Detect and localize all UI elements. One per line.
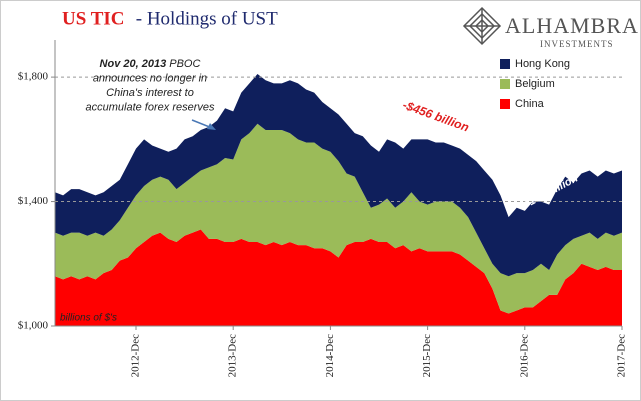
annotation: Nov 20, 2013 PBOC [100, 58, 201, 70]
logo-name: ALHAMBRA [505, 13, 639, 38]
legend-swatch [500, 59, 510, 69]
x-tick-label: 2013-Dec [227, 334, 239, 377]
units-note: billions of $'s [60, 313, 117, 324]
plot-area [55, 74, 622, 326]
area [55, 229, 622, 326]
legend-label: China [515, 98, 545, 110]
x-tick-label: 2017-Dec [616, 334, 628, 377]
chart-title: US TIC [62, 8, 124, 29]
chart-subtitle: - Holdings of UST [131, 8, 278, 29]
x-tick-label: 2016-Dec [518, 334, 530, 377]
area [55, 123, 622, 314]
legend-swatch [500, 99, 510, 109]
annotation-arrowhead [207, 123, 216, 130]
y-tick-label: $1,000 [18, 320, 49, 332]
annotation-text: announces no longer in [93, 72, 207, 84]
legend-label: Belgium [515, 78, 555, 90]
annotation-text: China's interest to [106, 87, 194, 99]
x-tick-label: 2015-Dec [421, 334, 433, 377]
y-tick-label: $1,800 [18, 71, 49, 83]
logo-tagline: INVESTMENTS [540, 39, 614, 49]
annotation-date: Nov 20, 2013 [100, 58, 167, 70]
y-tick-label: $1,400 [18, 195, 49, 207]
overlay: $1,000 $1,400 $1,800 2012-Dec 2013-Dec 2014-D… [18, 40, 628, 377]
area [55, 74, 622, 277]
logo-mark [462, 6, 502, 46]
legend-label: Hong Kong [515, 58, 570, 70]
legend-swatch [500, 79, 510, 89]
annotation-text: PBOC [166, 58, 200, 70]
x-tick-label: 2012-Dec [130, 334, 142, 377]
x-tick-label: 2014-Dec [324, 334, 336, 377]
annotation-text: accumulate forex reserves [86, 101, 215, 113]
